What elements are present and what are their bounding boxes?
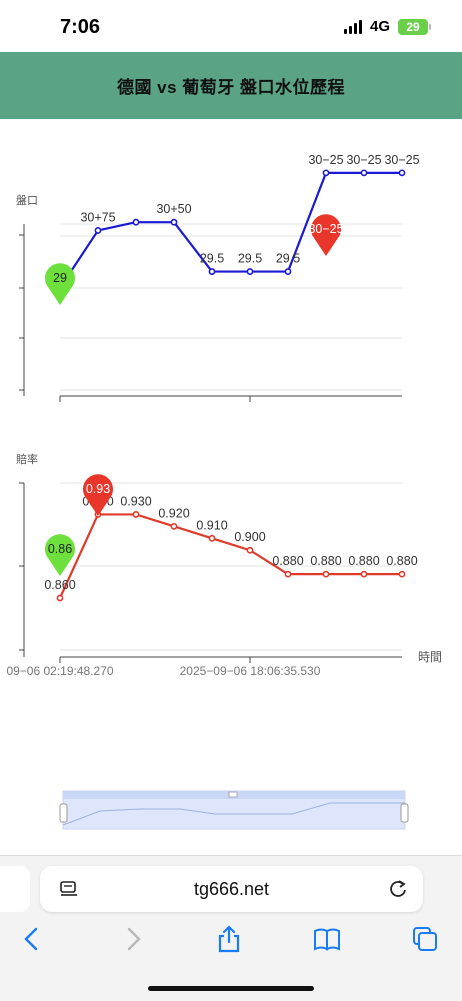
series-line-handicap (59, 171, 402, 289)
data-label-handicap: 30−25 (308, 153, 343, 167)
page-title: 德國 vs 葡萄牙 盤口水位歷程 (116, 78, 346, 97)
battery-level: 29 (406, 19, 420, 34)
data-point-odds (208, 534, 216, 542)
data-point-handicap (246, 268, 254, 275)
previous-tab-preview[interactable] (0, 866, 30, 912)
page-menu-icon[interactable] (58, 878, 80, 900)
min-handicap-marker-label: 29 (53, 271, 67, 285)
browser-bar: tg666.net (0, 855, 462, 1001)
status-indicators: 4G 29 (343, 18, 431, 35)
data-label-odds: 0.920 (158, 506, 189, 520)
data-point-odds (322, 570, 330, 578)
data-label-handicap: 29.5 (276, 252, 300, 266)
data-point-odds (170, 522, 178, 530)
browser-toolbar (0, 924, 462, 964)
reload-icon[interactable] (387, 878, 409, 900)
data-point-handicap (360, 169, 368, 177)
x-tick-label: 2025−09−06 18:06:35.530 (180, 664, 321, 678)
data-point-handicap (94, 227, 102, 234)
data-zoom-slider[interactable] (0, 785, 462, 835)
back-icon[interactable] (17, 924, 47, 954)
data-label-handicap: 30−25 (346, 153, 381, 167)
data-label-handicap: 30−25 (384, 153, 419, 167)
x-tick-label: 09−06 02:19:48.270 (6, 664, 113, 678)
data-point-handicap (284, 268, 292, 275)
max-handicap-marker (311, 214, 341, 256)
slider-center-grip[interactable] (228, 791, 238, 798)
data-label-odds: 0.880 (272, 554, 303, 568)
min-odds-marker-label: 0.86 (48, 542, 72, 556)
page-header: 德國 vs 葡萄牙 盤口水位歷程 (0, 52, 462, 119)
data-point-odds (284, 570, 292, 578)
min-handicap-marker (44, 263, 75, 305)
max-handicap-marker-label: 30−25 (308, 222, 343, 236)
data-label-odds: 0.880 (386, 554, 417, 568)
data-point-odds (398, 570, 406, 578)
data-label-odds: 0.900 (234, 530, 265, 544)
url-text[interactable]: tg666.net (193, 879, 270, 899)
data-point-handicap (322, 169, 330, 177)
data-label-odds: 0.880 (348, 554, 379, 568)
x-axis-title-time: 時間 (418, 650, 442, 664)
data-label-odds: 0.860 (44, 578, 75, 592)
battery-icon: 29 (398, 18, 431, 35)
min-odds-marker (44, 534, 75, 576)
y-axis-title-odds: 賠率 (16, 452, 38, 466)
signal-icon (343, 19, 362, 34)
forward-icon[interactable] (118, 924, 148, 954)
data-label-odds: 0.910 (196, 518, 227, 532)
slider-handle-right[interactable] (400, 803, 409, 823)
data-label-odds: 0.930 (120, 494, 151, 508)
tabs-icon[interactable] (410, 924, 440, 954)
data-point-handicap (170, 218, 178, 226)
data-label-handicap: 30+75 (80, 210, 115, 224)
data-label-odds: 0.880 (310, 554, 341, 568)
data-point-handicap (132, 218, 140, 226)
slider-handle-left[interactable] (59, 803, 68, 823)
data-point-odds (132, 511, 140, 518)
data-point-handicap (208, 268, 216, 275)
series-line-odds (58, 513, 402, 599)
data-point-odds (360, 570, 368, 578)
max-odds-marker (83, 474, 113, 516)
status-bar: 7:06 4G 29 (0, 0, 462, 52)
data-point-handicap (398, 169, 406, 177)
data-point-odds (246, 546, 254, 554)
home-indicator (148, 986, 314, 991)
data-label-handicap: 29.5 (200, 252, 224, 266)
max-odds-marker-label: 0.93 (86, 482, 110, 496)
y-axis-title-handicap: 盤口 (16, 194, 38, 207)
slider-preview-line (62, 802, 405, 826)
data-point-odds (56, 594, 64, 602)
share-icon[interactable] (214, 924, 244, 954)
network-label: 4G (369, 18, 390, 35)
address-bar[interactable]: tg666.net (40, 866, 423, 912)
status-time: 7:06 (60, 16, 101, 38)
data-label-handicap: 30+50 (156, 202, 191, 216)
history-chart: 盤口2930+7530+5029.529.529.530−2530−2530−2… (6, 153, 442, 678)
bookmarks-icon[interactable] (312, 924, 342, 954)
data-label-handicap: 29.5 (238, 252, 262, 266)
